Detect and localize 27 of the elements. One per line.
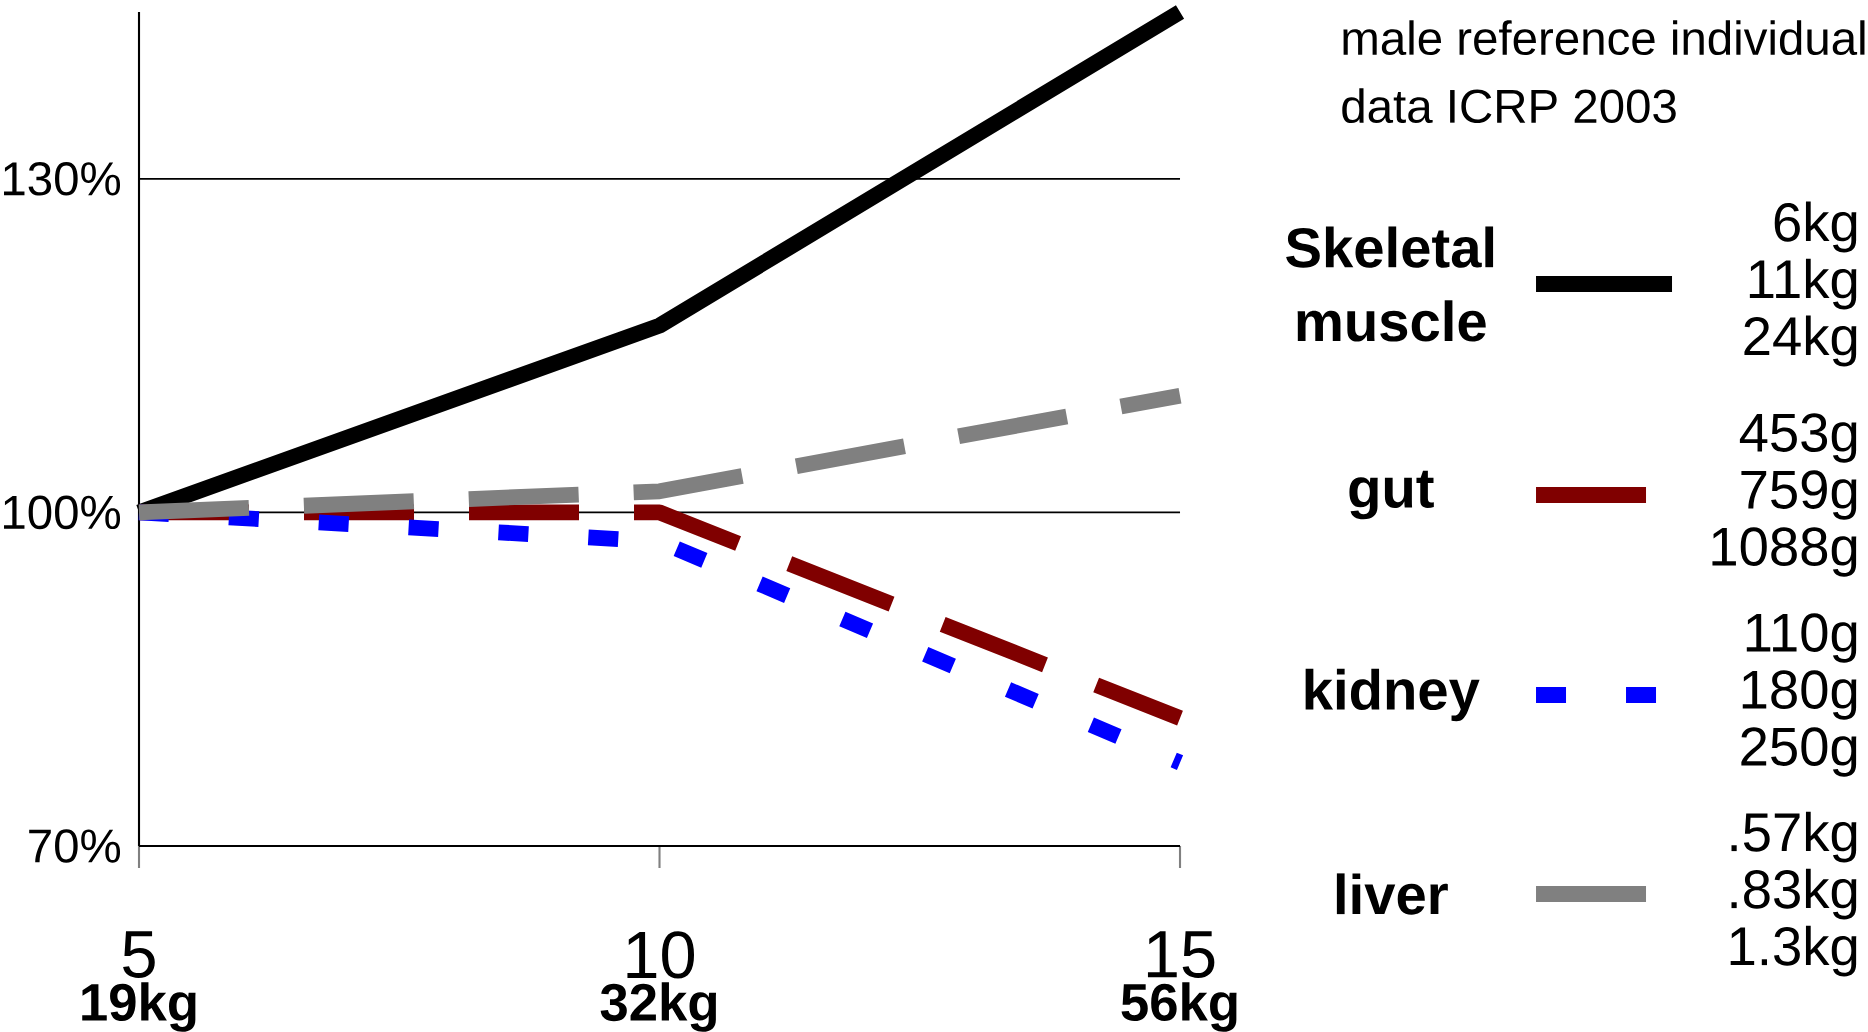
text: 180g [1742,670,1857,720]
y-tick-label: 100% [4,495,121,530]
text: 1088g [1712,527,1857,577]
text: .57kg [1731,811,1857,863]
x-tick-label: 5 [123,931,155,978]
y-tick-label: 130% [4,162,121,196]
text: 759g [1741,470,1857,520]
x-tick-label: 10 [627,931,695,979]
text: 56kg [1121,982,1237,1032]
text: 6kg [1774,201,1857,253]
text: 453g [1739,413,1857,463]
text: .83kg [1731,868,1857,920]
text: 250g [1741,727,1857,777]
y-tick-label: 70% [29,829,121,863]
text: 11kg [1749,258,1857,310]
text: male reference individual [1343,20,1865,56]
text: data ICRP 2003 [1342,88,1676,124]
legend-label: kidney [1305,668,1480,722]
text: 24kg [1744,315,1857,367]
text: 1.3kg [1730,925,1857,977]
text: 19kg [82,982,196,1032]
legend-label: gut [1349,470,1434,520]
legend-label: Skeletal muscle [1286,226,1494,342]
text: 32kg [600,982,717,1032]
text: 110g [1746,613,1857,663]
legend-label: liver [1336,873,1448,915]
x-tick-label: 15 [1147,931,1215,978]
